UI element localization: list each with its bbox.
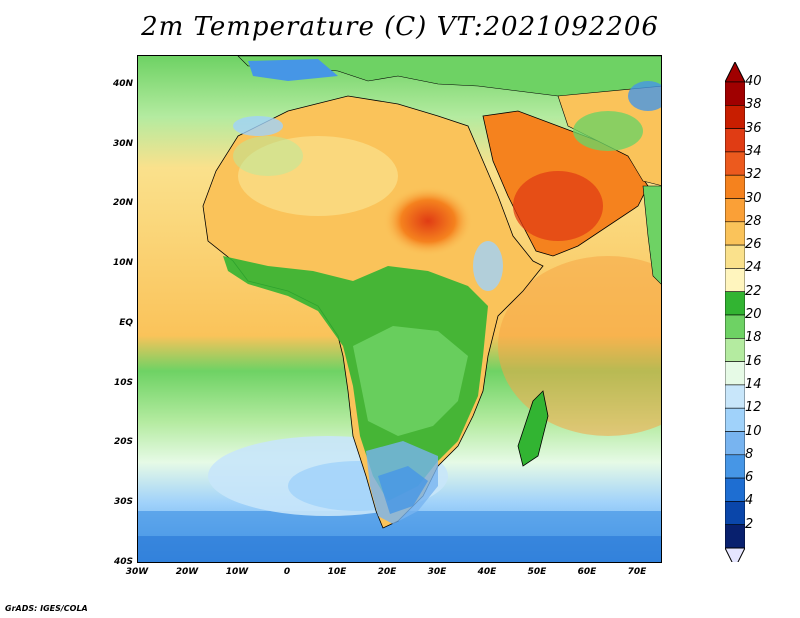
lat-label: 20S bbox=[113, 437, 133, 448]
colorbar-label: 28 bbox=[745, 213, 762, 229]
colorbar-label: 10 bbox=[745, 423, 762, 439]
map-canvas bbox=[138, 56, 661, 562]
colorbar-swatch bbox=[725, 477, 745, 502]
madagascar bbox=[517, 390, 549, 467]
credit-text: GrADS: IGES/COLA bbox=[5, 604, 88, 613]
colorbar-label: 30 bbox=[745, 190, 762, 206]
colorbar-label: 6 bbox=[745, 470, 754, 486]
lon-label: 70E bbox=[627, 567, 647, 577]
colorbar-bottom-arrow bbox=[725, 547, 745, 562]
colorbar-label: 38 bbox=[745, 97, 762, 113]
colorbar-label: 12 bbox=[745, 400, 762, 416]
colorbar-swatch bbox=[725, 244, 745, 269]
colorbar-label: 26 bbox=[745, 237, 762, 253]
colorbar-swatch bbox=[725, 291, 745, 316]
colorbar-label: 2 bbox=[745, 516, 754, 532]
colorbar-label: 34 bbox=[745, 143, 762, 159]
colorbar-label: 4 bbox=[745, 493, 754, 509]
colorbar-swatch bbox=[725, 104, 745, 129]
lon-label: 20W bbox=[175, 567, 199, 577]
lon-label: 40E bbox=[477, 567, 497, 577]
colorbar-swatch bbox=[725, 314, 745, 339]
lat-label: 20N bbox=[112, 198, 133, 209]
colorbar-swatch bbox=[725, 268, 745, 292]
lat-label: 40N bbox=[112, 78, 133, 89]
colorbar-swatch bbox=[725, 524, 745, 549]
colorbar-label: 8 bbox=[745, 446, 754, 462]
colorbar-label: 22 bbox=[745, 283, 762, 299]
colorbar-label: 36 bbox=[745, 120, 762, 136]
colorbar-label: 32 bbox=[745, 167, 762, 183]
colorbar-top-arrow bbox=[725, 62, 745, 83]
colorbar-swatch bbox=[725, 454, 745, 479]
colorbar-label: 16 bbox=[745, 353, 762, 369]
land-masses bbox=[202, 56, 661, 529]
colorbar-swatch bbox=[725, 361, 745, 386]
lat-label: EQ bbox=[119, 317, 133, 328]
colorbar-label: 14 bbox=[745, 376, 762, 392]
indian-ocean-warm-area bbox=[498, 256, 661, 436]
lon-label: 30E bbox=[427, 567, 447, 577]
lat-label: 30S bbox=[113, 497, 133, 508]
lat-label: 40S bbox=[113, 557, 133, 567]
lat-label: 30N bbox=[112, 138, 133, 149]
colorbar-swatch bbox=[725, 221, 745, 246]
colorbar-swatch bbox=[725, 81, 745, 106]
lat-label: 10S bbox=[113, 377, 133, 388]
colorbar-swatch bbox=[725, 174, 745, 199]
colorbar-swatch bbox=[725, 407, 745, 432]
colorbar-label: 20 bbox=[745, 307, 762, 322]
colorbar-swatch bbox=[725, 198, 745, 223]
lon-label: 50E bbox=[527, 567, 547, 577]
map-title: 2m Temperature (C) VT:2021092206 bbox=[141, 12, 659, 42]
lon-label: 20E bbox=[377, 567, 397, 577]
lon-label: 60E bbox=[577, 567, 597, 577]
colorbar-swatch bbox=[725, 501, 745, 525]
lon-label: 0 bbox=[283, 567, 291, 577]
colorbar-swatch bbox=[725, 384, 745, 409]
colorbar-swatch bbox=[725, 151, 745, 176]
temperature-map bbox=[137, 55, 662, 563]
lon-label: 10W bbox=[225, 567, 249, 577]
colorbar-label: 24 bbox=[745, 260, 762, 276]
colorbar-swatch bbox=[725, 128, 745, 153]
lat-label: 10N bbox=[112, 258, 133, 269]
lon-label: 10E bbox=[327, 567, 347, 577]
colorbar-label: 40 bbox=[745, 74, 762, 89]
colorbar-swatch bbox=[725, 337, 745, 362]
colorbar bbox=[725, 62, 745, 562]
colorbar-swatch bbox=[725, 431, 745, 456]
lon-label: 30W bbox=[125, 567, 149, 577]
colorbar-label: 18 bbox=[745, 330, 762, 346]
